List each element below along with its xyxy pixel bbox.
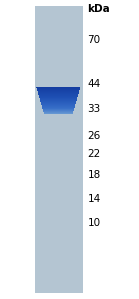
Bar: [38, 91, 79, 92]
Bar: [41, 102, 76, 103]
Bar: [36, 87, 80, 88]
Bar: [39, 94, 78, 95]
Bar: [39, 96, 78, 97]
Bar: [40, 99, 77, 100]
Bar: [40, 100, 77, 101]
Bar: [38, 91, 79, 92]
Bar: [43, 109, 74, 110]
Bar: [41, 101, 76, 102]
Text: 14: 14: [88, 194, 101, 204]
Bar: [41, 102, 76, 103]
Bar: [39, 94, 78, 95]
Text: kDa: kDa: [88, 4, 110, 14]
Bar: [38, 92, 79, 93]
Text: 33: 33: [88, 104, 101, 114]
Bar: [39, 96, 78, 97]
Bar: [41, 104, 75, 105]
Bar: [38, 93, 79, 94]
Bar: [44, 112, 73, 113]
Bar: [44, 113, 73, 114]
Bar: [40, 101, 76, 102]
Text: 44: 44: [88, 79, 101, 89]
Bar: [43, 109, 74, 110]
Bar: [42, 107, 75, 108]
Bar: [42, 107, 75, 108]
Bar: [37, 88, 80, 89]
Bar: [41, 103, 76, 104]
Bar: [43, 110, 74, 111]
Bar: [37, 88, 80, 89]
Bar: [42, 106, 75, 107]
Bar: [41, 104, 75, 105]
Text: 18: 18: [88, 170, 101, 180]
Bar: [37, 89, 80, 90]
Bar: [37, 90, 80, 91]
Text: 10: 10: [88, 218, 101, 228]
Text: 22: 22: [88, 149, 101, 159]
Bar: [42, 105, 75, 106]
Bar: [44, 112, 73, 113]
Bar: [43, 110, 74, 111]
Bar: [43, 111, 73, 112]
Bar: [43, 108, 74, 109]
Bar: [40, 98, 77, 99]
Bar: [35, 6, 83, 293]
Bar: [40, 99, 77, 100]
Bar: [39, 97, 77, 98]
Text: 26: 26: [88, 131, 101, 141]
Text: 70: 70: [88, 35, 101, 45]
Bar: [39, 95, 78, 96]
